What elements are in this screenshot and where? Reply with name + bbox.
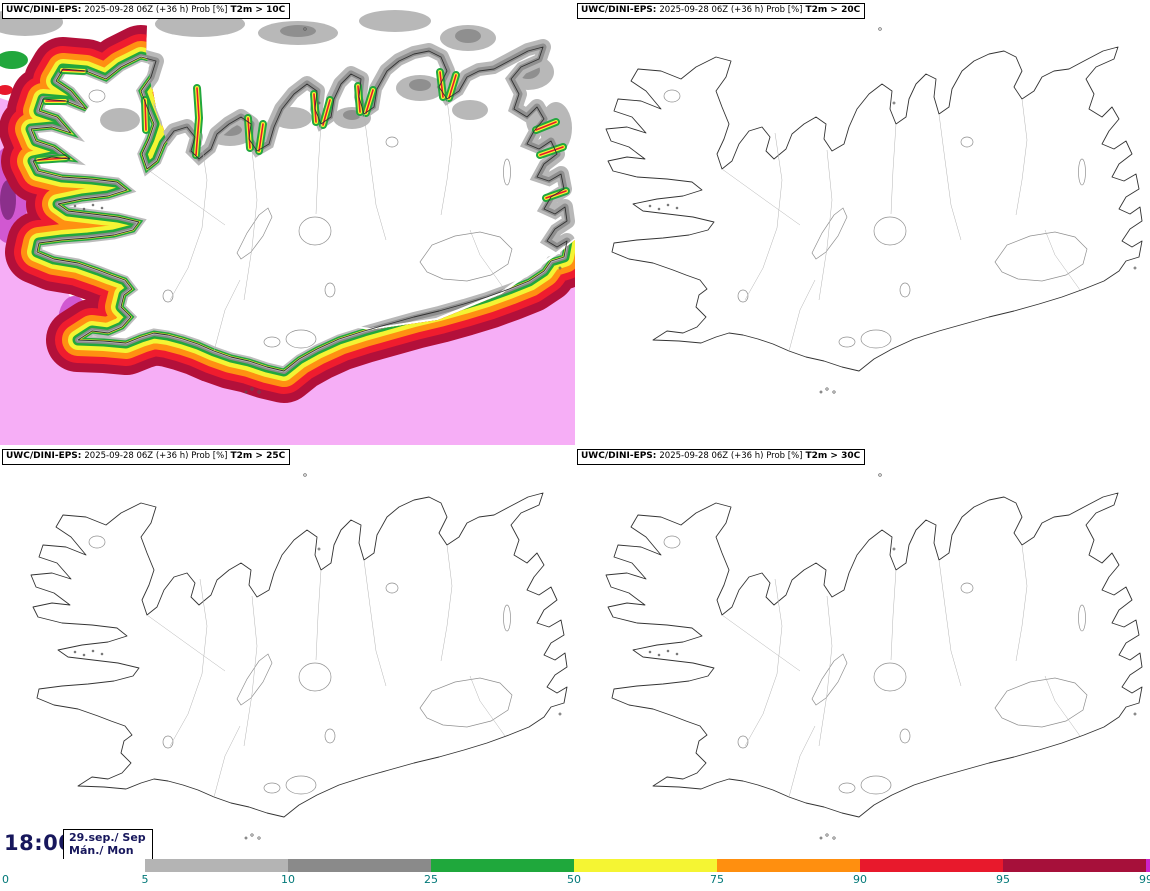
colorbar-label-0: 0 [2,873,9,886]
panel-title: UWC/DINI-EPS: 2025-09-28 06Z (+36 h) Prob… [577,3,866,19]
panel-title: UWC/DINI-EPS: 2025-09-28 06Z (+36 h) Prob… [2,3,291,19]
colorbar-segment-10 [288,859,431,872]
panel-title: UWC/DINI-EPS: 2025-09-28 06Z (+36 h) Prob… [2,449,291,465]
colorbar-segment-90 [860,859,1003,872]
run-info-label: 2025-09-28 06Z (+36 h) Prob [%] [84,5,228,15]
iceland-map-prob-30c [575,446,1150,891]
colorbar-segment-95 [1003,859,1146,872]
map-panel-t2m-gt-10c: UWC/DINI-EPS: 2025-09-28 06Z (+36 h) Prob… [0,0,575,445]
threshold-label: T2m > 10C [230,5,286,15]
colorbar-label-90: 90 [853,873,867,886]
valid-date-line1: 29.sep./ Sep [69,831,146,844]
valid-time-label: 18:00 [4,831,74,855]
colorbar-label-10: 10 [281,873,295,886]
threshold-label: T2m > 30C [805,451,861,461]
run-info-label: 2025-09-28 06Z (+36 h) Prob [%] [659,451,803,461]
map-panel-t2m-gt-30c: UWC/DINI-EPS: 2025-09-28 06Z (+36 h) Prob… [575,446,1150,891]
colorbar-segment-5 [145,859,288,872]
model-source-label: UWC/DINI-EPS: [581,5,657,15]
map-panel-t2m-gt-20c: UWC/DINI-EPS: 2025-09-28 06Z (+36 h) Prob… [575,0,1150,445]
threshold-label: T2m > 20C [805,5,861,15]
iceland-map-prob-10c [0,0,575,445]
colorbar-segment-75 [717,859,860,872]
colorbar-label-99: 99 [1139,873,1150,886]
iceland-map-prob-25c [0,446,575,891]
model-source-label: UWC/DINI-EPS: [6,451,82,461]
valid-date-line2: Mán./ Mon [69,844,134,857]
colorbar-labels: 0 5 10 25 50 75 90 95 99 [0,873,1150,889]
iceland-map-prob-20c [575,0,1150,445]
threshold-label: T2m > 25C [230,451,286,461]
colorbar-label-25: 25 [424,873,438,886]
model-source-label: UWC/DINI-EPS: [6,5,82,15]
map-panel-t2m-gt-25c: UWC/DINI-EPS: 2025-09-28 06Z (+36 h) Prob… [0,446,575,891]
colorbar-segment-99 [1146,859,1150,872]
colorbar-label-50: 50 [567,873,581,886]
valid-date-box: 29.sep./ Sep Mán./ Mon [63,829,153,860]
colorbar-label-95: 95 [996,873,1010,886]
run-info-label: 2025-09-28 06Z (+36 h) Prob [%] [659,5,803,15]
panel-title: UWC/DINI-EPS: 2025-09-28 06Z (+36 h) Prob… [577,449,866,465]
colorbar-segment-50 [574,859,717,872]
model-source-label: UWC/DINI-EPS: [581,451,657,461]
colorbar-label-75: 75 [710,873,724,886]
run-info-label: 2025-09-28 06Z (+36 h) Prob [%] [84,451,228,461]
colorbar-segment-0 [0,859,145,872]
probability-colorbar [0,859,1150,872]
colorbar-label-5: 5 [141,873,149,886]
colorbar-segment-25 [431,859,574,872]
